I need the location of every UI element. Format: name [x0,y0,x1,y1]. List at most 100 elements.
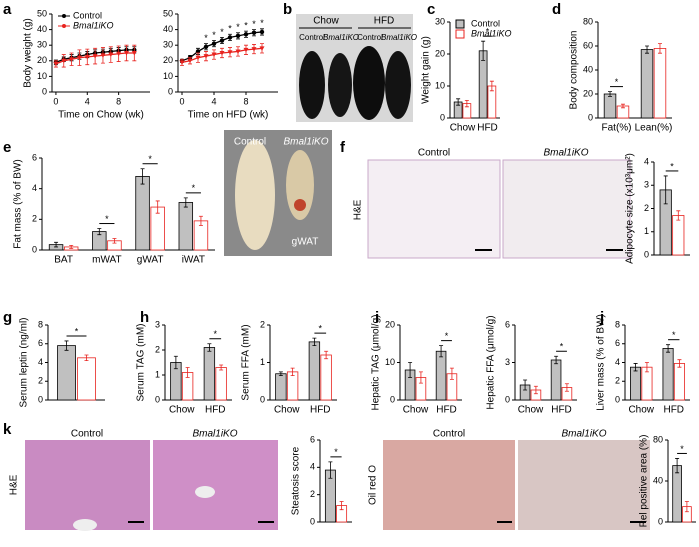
bar [435,350,447,401]
point [100,53,106,58]
y-tick-label: 20 [435,48,445,58]
y-tick-label: 10 [435,80,445,90]
x-tick-label: 4 [211,96,216,106]
significance: * [252,19,256,29]
point [179,60,185,65]
image-label: HFD [374,16,395,27]
significance: * [236,22,240,32]
y-tick-label: 0 [32,244,37,254]
significance: * [318,324,322,334]
y-tick-label: 0 [658,516,663,526]
photo-liver [25,440,650,531]
point [211,41,217,46]
y-tick-label: 6 [505,319,510,329]
y-tick-label: 4 [615,357,620,367]
error-bar [657,43,662,54]
y-tick-label: 6 [615,338,620,348]
error-bar [219,364,224,371]
error-bar [666,344,671,353]
y-tick-label: 3 [505,357,510,367]
error-bar [564,383,569,392]
y-axis-label: Serum leptin (ng/ml) [19,317,30,407]
photo-mice [296,14,413,122]
legend-label: Bmal1iKO [73,20,114,30]
error-bar [328,461,333,479]
x-tick-label: Lean(%) [635,123,673,134]
point [251,47,257,52]
x-tick-label: Chow [274,405,300,416]
point [76,55,82,61]
error-bar [64,340,69,351]
y-tick-label: 0 [588,112,593,122]
point [195,55,201,61]
bar [673,363,685,401]
error-bar [155,200,160,214]
point [131,51,137,56]
error-bar [620,103,625,109]
panel-label: c [427,1,435,18]
image-label: H&E [353,199,364,220]
bar [286,371,299,401]
y-tick-label: 30 [163,40,173,50]
y-tick-label: 8 [615,319,620,329]
error-bar [675,458,680,474]
error-bar [449,367,454,380]
bar [135,175,150,251]
y-tick-label: 30 [435,16,445,26]
y-tick-label: 6 [32,152,37,162]
image-label: Control [418,148,450,159]
point [203,54,209,59]
y-axis-label: Steatosis score [291,446,302,515]
legend-swatch [62,14,66,18]
legend-swatch [62,24,66,28]
photo-gwat [224,130,332,256]
bar [178,202,194,251]
error-bar [554,355,559,365]
error-bar [97,228,102,236]
x-tick-label: HFD [663,405,684,416]
error-bar [278,371,283,377]
significance: * [228,24,232,34]
error-bar [633,363,638,372]
legend-swatch [455,19,465,29]
y-tick-label: 8 [38,319,43,329]
error-bar [408,362,413,378]
x-tick-label: Fat(%) [602,123,632,134]
y-tick-label: 2 [310,489,315,499]
error-bar [290,367,295,377]
image-label: Bmal1iKO [323,33,359,42]
y-tick-label: 3 [155,319,160,329]
x-tick-label: iWAT [182,255,205,266]
error-bar [84,354,89,362]
bar [640,49,654,119]
y-tick-label: 0 [155,394,160,404]
significance: * [260,18,264,28]
error-bar [481,40,486,61]
bar [308,341,321,401]
bar [478,50,488,119]
error-bar [677,359,682,368]
y-tick-label: 2 [260,319,265,329]
y-tick-label: 10 [385,357,395,367]
y-tick-label: 0 [440,112,445,122]
point [251,30,257,35]
significance: * [615,77,619,87]
y-tick-label: 4 [310,462,315,472]
y-tick-label: 10 [37,71,47,81]
image-label: Bmal1iKO [283,137,328,148]
image-label: Oil red O [368,465,379,505]
error-bar [185,367,190,378]
legend-swatch [455,29,465,39]
bar [653,48,667,119]
y-tick-label: 0 [260,394,265,404]
y-axis-label: Hepatic TAG (μmol/g) [371,315,382,411]
y-tick-label: 80 [583,16,593,26]
significance: * [75,326,79,336]
y-tick-label: 1 [155,369,160,379]
error-bar [644,362,649,373]
panel-label: g [3,309,12,326]
x-tick-label: gWAT [137,255,164,266]
image-label: Bmal1iKO [543,148,588,159]
image-label: Control [71,429,103,440]
x-tick-label: Chow [628,405,654,416]
